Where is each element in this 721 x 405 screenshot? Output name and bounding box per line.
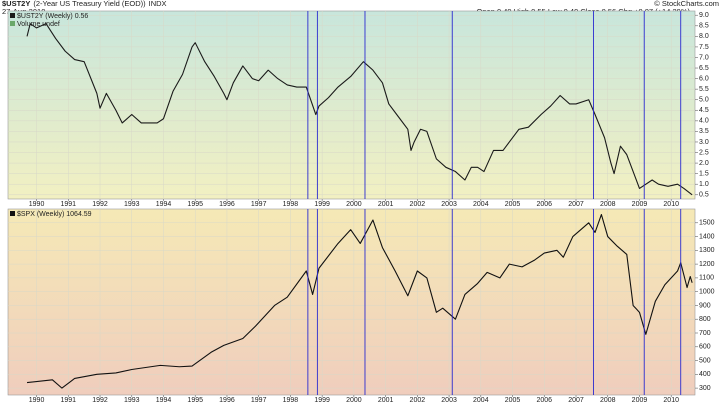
- y-tick-label: 7.0: [699, 54, 709, 61]
- legend-label: $UST2Y (Weekly) 0.56: [17, 13, 88, 20]
- y-tick-label: 3.5: [699, 128, 709, 135]
- x-tick-label: 2008: [600, 201, 616, 208]
- x-tick-label: 1991: [61, 397, 77, 404]
- y-tick-label: 900: [699, 302, 711, 309]
- y-tick-label: 3.0: [699, 139, 709, 146]
- x-tick-label: 2004: [473, 397, 489, 404]
- x-tick-label: 2000: [346, 201, 362, 208]
- y-tick-label: 1200: [699, 261, 715, 268]
- x-tick-label: 2002: [410, 397, 426, 404]
- x-tick-label: 2007: [568, 201, 584, 208]
- y-tick-label: 300: [699, 385, 711, 392]
- y-tick-label: 9.0: [699, 12, 709, 19]
- x-tick-label: 2009: [632, 397, 648, 404]
- x-tick-label: 2006: [536, 397, 552, 404]
- y-tick-label: 4.0: [699, 118, 709, 125]
- x-tick-label: 2003: [441, 201, 457, 208]
- y-tick-label: 1500: [699, 220, 715, 227]
- x-tick-label: 1992: [92, 397, 108, 404]
- x-tick-label: 2001: [378, 201, 394, 208]
- x-tick-label: 2007: [568, 397, 584, 404]
- x-tick-label: 1992: [92, 201, 108, 208]
- y-tick-label: 1000: [699, 289, 715, 296]
- x-tick-label: 1995: [187, 397, 203, 404]
- legend-label: $SPX (Weekly) 1064.59: [17, 211, 92, 218]
- x-tick-label: 1997: [251, 397, 267, 404]
- x-tick-label: 2006: [536, 201, 552, 208]
- x-tick-label: 2008: [600, 397, 616, 404]
- x-tick-label: 1990: [29, 201, 45, 208]
- y-tick-label: 4.5: [699, 107, 709, 114]
- source: © StockCharts.com: [654, 0, 719, 8]
- panel-background: [7, 208, 696, 396]
- y-tick-label: 6.5: [699, 65, 709, 72]
- y-tick-label: 8.5: [699, 23, 709, 30]
- x-tick-label: 2000: [346, 397, 362, 404]
- x-tick-label: 2001: [378, 397, 394, 404]
- x-tick-label: 1997: [251, 201, 267, 208]
- legend-swatch: [10, 21, 15, 26]
- y-tick-label: 8.0: [699, 33, 709, 40]
- x-tick-label: 1991: [61, 201, 77, 208]
- y-tick-label: 5.5: [699, 86, 709, 93]
- y-tick-label: 1300: [699, 247, 715, 254]
- x-tick-label: 2002: [410, 201, 426, 208]
- y-tick-label: 1.5: [699, 170, 709, 177]
- y-tick-label: 1100: [699, 275, 714, 282]
- y-tick-label: 6.0: [699, 75, 709, 82]
- y-tick-label: 1.0: [699, 181, 709, 188]
- legend-swatch: [10, 13, 15, 18]
- volume-label: Volume undef: [17, 21, 60, 28]
- y-tick-label: 600: [699, 344, 711, 351]
- x-tick-label: 2004: [473, 201, 489, 208]
- title: $UST2Y: [2, 0, 30, 8]
- x-tick-label: 1999: [314, 397, 330, 404]
- x-tick-label: 1998: [283, 397, 299, 404]
- legend-swatch: [10, 211, 15, 216]
- x-tick-label: 1998: [283, 201, 299, 208]
- x-tick-label: 1996: [219, 201, 235, 208]
- series-line: [26, 23, 693, 196]
- x-tick-label: 2009: [632, 201, 648, 208]
- x-tick-label: 2003: [441, 397, 457, 404]
- y-tick-label: 2.5: [699, 149, 709, 156]
- x-tick-label: 2010: [663, 397, 679, 404]
- x-tick-label: 1996: [219, 397, 235, 404]
- y-tick-label: 500: [699, 357, 711, 364]
- x-tick-label: 1993: [124, 201, 140, 208]
- x-tick-label: 2005: [505, 397, 521, 404]
- subtitle: (2-Year US Treasury Yield (EOD)): [33, 0, 146, 8]
- x-tick-label: 2005: [505, 201, 521, 208]
- panel-background: [7, 10, 696, 200]
- y-tick-label: 2.0: [699, 160, 709, 167]
- x-tick-label: 1995: [187, 201, 203, 208]
- x-tick-label: 1993: [124, 397, 140, 404]
- y-tick-label: 800: [699, 316, 711, 323]
- series-line: [26, 213, 693, 389]
- y-tick-label: 7.5: [699, 44, 709, 51]
- y-tick-label: 0.5: [699, 192, 709, 199]
- y-tick-label: 400: [699, 371, 711, 378]
- y-tick-label: 1400: [699, 233, 715, 240]
- x-tick-label: 1990: [29, 397, 45, 404]
- y-tick-label: 5.0: [699, 97, 709, 104]
- x-tick-label: 2010: [663, 201, 679, 208]
- y-tick-label: 700: [699, 330, 711, 337]
- x-tick-label: 1994: [156, 397, 172, 404]
- exchange: INDX: [149, 0, 167, 8]
- x-tick-label: 1994: [156, 201, 172, 208]
- x-tick-label: 1999: [314, 201, 330, 208]
